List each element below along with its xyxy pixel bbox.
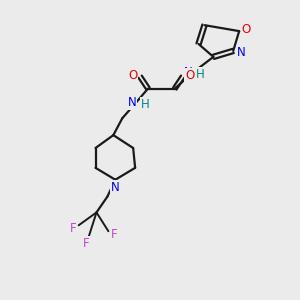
Text: N: N (237, 46, 245, 59)
Text: F: F (69, 222, 76, 235)
Text: N: N (128, 96, 136, 109)
Text: O: O (185, 69, 194, 82)
Text: H: H (141, 98, 149, 111)
Text: N: N (111, 181, 120, 194)
Text: F: F (111, 228, 118, 241)
Text: F: F (83, 237, 90, 250)
Text: N: N (184, 66, 193, 79)
Text: O: O (242, 22, 251, 36)
Text: H: H (196, 68, 205, 81)
Text: O: O (128, 69, 138, 82)
